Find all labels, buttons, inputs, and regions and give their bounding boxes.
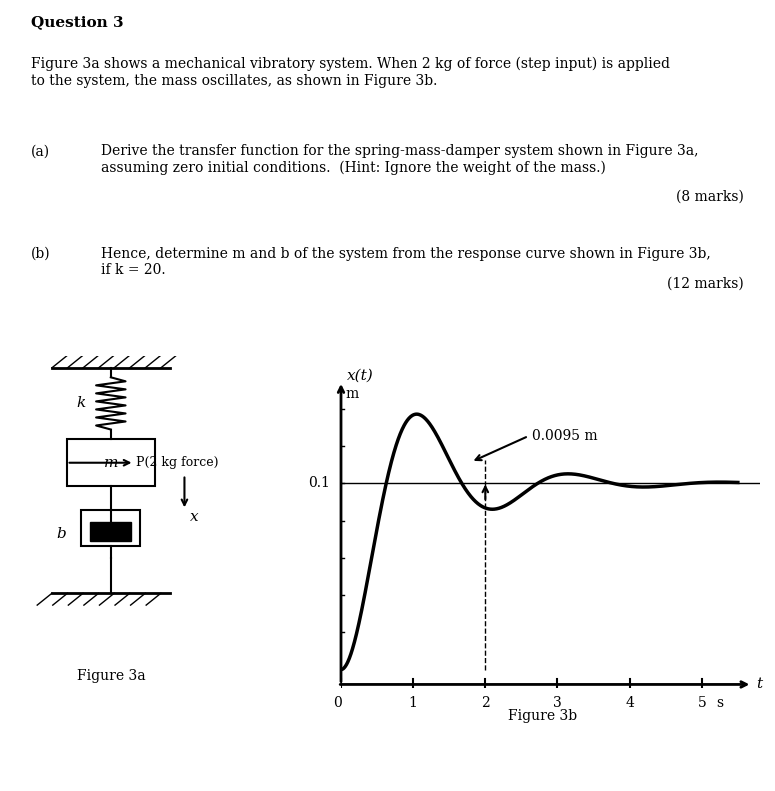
- Text: P(2 kg force): P(2 kg force): [136, 456, 219, 469]
- Text: s: s: [716, 695, 723, 710]
- Text: 0.0095 m: 0.0095 m: [532, 429, 598, 443]
- Text: Hence, determine m and b of the system from the response curve shown in Figure 3: Hence, determine m and b of the system f…: [101, 247, 711, 277]
- Text: (12 marks): (12 marks): [667, 277, 744, 291]
- Text: x: x: [191, 510, 199, 524]
- Text: k: k: [77, 396, 86, 411]
- Text: Figure 3a shows a mechanical vibratory system. When 2 kg of force (step input) i: Figure 3a shows a mechanical vibratory s…: [31, 57, 670, 88]
- Bar: [90, 522, 132, 541]
- Text: m: m: [345, 387, 359, 401]
- Text: 0.1: 0.1: [308, 476, 330, 490]
- Text: (b): (b): [31, 247, 50, 261]
- Text: (a): (a): [31, 144, 50, 158]
- Text: 5: 5: [698, 695, 706, 710]
- Text: Figure 3b: Figure 3b: [508, 709, 577, 723]
- Text: m: m: [104, 456, 118, 470]
- Text: 4: 4: [625, 695, 634, 710]
- Text: t: t: [756, 677, 762, 691]
- Text: Figure 3a: Figure 3a: [77, 669, 145, 683]
- Text: (8 marks): (8 marks): [676, 190, 744, 204]
- Text: 1: 1: [408, 695, 418, 710]
- Bar: [81, 510, 140, 546]
- Text: 3: 3: [553, 695, 562, 710]
- Bar: [67, 439, 155, 486]
- Text: Derive the transfer function for the spring-mass-damper system shown in Figure 3: Derive the transfer function for the spr…: [101, 144, 698, 175]
- Text: 0: 0: [333, 695, 342, 710]
- Text: Question 3: Question 3: [31, 15, 124, 29]
- Text: x(t): x(t): [346, 369, 374, 383]
- Text: b: b: [56, 527, 66, 541]
- Text: 2: 2: [481, 695, 490, 710]
